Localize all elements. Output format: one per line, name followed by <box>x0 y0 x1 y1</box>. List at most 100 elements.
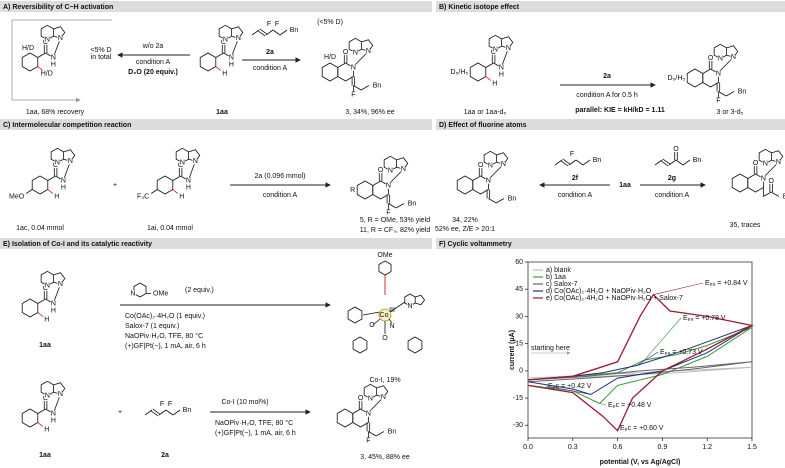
ring <box>469 62 487 82</box>
atom-label: F <box>267 21 271 28</box>
annotation-arrow <box>653 282 704 295</box>
atom-label: N <box>386 182 391 189</box>
atom-bg <box>352 49 359 56</box>
bond <box>568 159 577 166</box>
bond <box>561 160 569 167</box>
bond <box>675 159 684 166</box>
atom-label: N <box>488 163 493 170</box>
compound-label: 1aa <box>39 342 51 349</box>
bond <box>654 159 663 166</box>
bond <box>152 408 160 415</box>
y-tick-label: -30 <box>513 422 523 429</box>
atom-bg <box>54 159 61 166</box>
substituent: MeO <box>9 193 25 200</box>
bond <box>37 298 46 304</box>
atom-label: H <box>229 61 234 68</box>
legend-label: c) Salox-7 <box>546 281 578 288</box>
bond <box>763 191 772 197</box>
atom-label: N <box>368 396 373 403</box>
atom-label: OMe <box>377 252 392 259</box>
bond <box>279 29 288 36</box>
atom-bg <box>730 54 737 61</box>
atom-label: N <box>45 37 50 44</box>
header-bar <box>0 238 432 249</box>
annotation: Eₚc = +0.42 V <box>548 383 592 390</box>
atom-label: O <box>378 167 384 174</box>
annotation-arrow <box>636 351 659 366</box>
atom-bg <box>715 97 722 104</box>
condition: condition A <box>136 59 171 66</box>
atom-label: N <box>388 168 393 175</box>
bond <box>47 189 54 194</box>
panel-title: F) Cyclic voltammetry <box>439 241 512 248</box>
bond <box>718 91 727 97</box>
atom-bg <box>265 20 273 28</box>
atom-bg <box>760 175 767 182</box>
atom-bg <box>487 162 494 169</box>
x-tick-label: 0.0 <box>523 444 533 451</box>
atom-label: O <box>768 178 774 185</box>
ring <box>21 298 39 318</box>
atom-label: N <box>506 45 511 52</box>
atom-bg <box>185 177 192 184</box>
atom-bg <box>498 64 505 71</box>
x-tick-label: 0.6 <box>613 444 623 451</box>
bond <box>495 198 505 204</box>
atom-label: N <box>45 393 50 400</box>
compound-label: 1ai, 0.04 mmol <box>147 225 193 232</box>
condition: condition A <box>655 192 690 199</box>
bond <box>37 52 46 58</box>
header-bar <box>0 1 432 12</box>
arrows <box>117 52 706 415</box>
atom-label: Bn <box>693 157 702 164</box>
atom-label: F <box>570 151 574 158</box>
plus: + <box>113 182 117 189</box>
atom-label: O <box>753 160 759 167</box>
panel-title: D) Effect of fluorine atoms <box>439 122 527 129</box>
atom-label: H <box>186 184 191 191</box>
atom-bg <box>342 48 349 56</box>
legend-label: d) Co(OAc)₂·4H₂O + NaOPiv·H₂O <box>546 288 652 295</box>
compound-label: 3, 45%, 88% ee <box>360 454 410 461</box>
atom-bg <box>350 64 357 71</box>
condition: (+)GF|Pt(−), 1 mA, air, 6 h <box>215 430 296 437</box>
panel-title: B) Kinetic isotope effect <box>439 4 520 11</box>
atom-bg <box>57 391 64 398</box>
legend-label: a) blank <box>546 267 571 274</box>
atom-bg <box>717 55 724 62</box>
atom-bg <box>380 394 387 401</box>
condition: Salox-7 (1 equiv.) <box>125 323 179 330</box>
atom-bg <box>492 46 499 53</box>
atom-label: N <box>58 391 63 398</box>
atom-label: N <box>58 35 63 42</box>
atom-bg <box>365 410 372 417</box>
note: <5% D <box>90 47 111 54</box>
atom-label: O <box>369 322 375 329</box>
atom-bg <box>775 159 782 166</box>
y-tick-label: 15 <box>515 340 523 347</box>
compound-label: 35, traces <box>730 222 761 229</box>
atom-label: N <box>186 177 191 184</box>
compound-label: Co-I, 19% <box>369 377 400 384</box>
atom-label: N <box>493 47 498 54</box>
atom-bg <box>707 54 714 62</box>
header-bar <box>436 119 785 130</box>
bond <box>165 409 174 416</box>
annotation-arrow <box>599 403 607 406</box>
bracket <box>11 19 112 103</box>
annotation: starting here <box>531 345 570 352</box>
atom-bg <box>67 158 74 165</box>
atom-label: Co <box>380 312 389 319</box>
atom-label: N <box>776 159 781 166</box>
bond <box>158 409 167 416</box>
bond <box>259 28 267 35</box>
atom-label: Bn <box>783 193 785 200</box>
bond <box>554 159 563 166</box>
bond <box>37 312 44 317</box>
atom-bg <box>222 36 229 43</box>
bond <box>215 52 224 58</box>
compound-label: 1ac, 0.04 mmol <box>16 225 64 232</box>
ring <box>21 408 39 428</box>
annotation-arrow <box>545 385 591 395</box>
atom-label: F <box>351 91 355 98</box>
